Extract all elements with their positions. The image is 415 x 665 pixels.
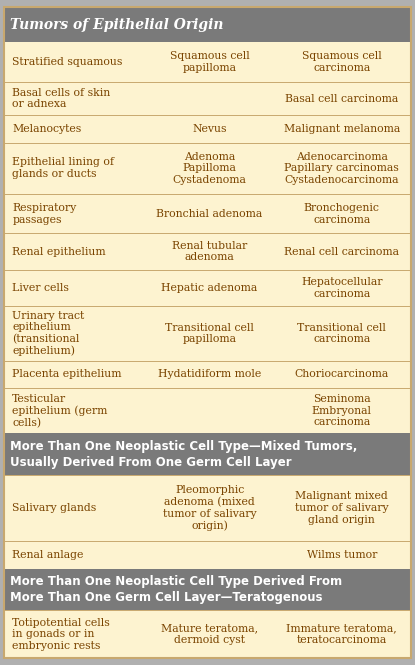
Text: Hydatidiform mole: Hydatidiform mole: [158, 369, 261, 379]
Text: Hepatic adenoma: Hepatic adenoma: [161, 283, 258, 293]
Text: Renal anlage: Renal anlage: [12, 550, 84, 560]
Text: Stratified squamous: Stratified squamous: [12, 57, 123, 67]
Text: More Than One Neoplastic Cell Type—Mixed Tumors,
Usually Derived From One Germ C: More Than One Neoplastic Cell Type—Mixed…: [10, 440, 358, 469]
Text: Pleomorphic
adenoma (mixed
tumor of salivary
origin): Pleomorphic adenoma (mixed tumor of sali…: [163, 485, 256, 531]
Text: Epithelial lining of
glands or ducts: Epithelial lining of glands or ducts: [12, 158, 114, 179]
Text: Renal epithelium: Renal epithelium: [12, 247, 106, 257]
Text: Transitional cell
papilloma: Transitional cell papilloma: [165, 323, 254, 344]
Text: Malignant melanoma: Malignant melanoma: [283, 124, 400, 134]
Text: Wilms tumor: Wilms tumor: [307, 550, 377, 560]
Text: Liver cells: Liver cells: [12, 283, 69, 293]
Text: Salivary glands: Salivary glands: [12, 503, 97, 513]
Text: More Than One Neoplastic Cell Type Derived From
More Than One Germ Cell Layer—Te: More Than One Neoplastic Cell Type Deriv…: [10, 575, 342, 604]
Text: Hepatocellular
carcinoma: Hepatocellular carcinoma: [301, 277, 383, 299]
Text: Melanocytes: Melanocytes: [12, 124, 81, 134]
Text: Adenoma
Papilloma
Cystadenoma: Adenoma Papilloma Cystadenoma: [173, 152, 247, 185]
Text: Seminoma
Embryonal
carcinoma: Seminoma Embryonal carcinoma: [312, 394, 372, 428]
Text: Tumors of Epithelial Origin: Tumors of Epithelial Origin: [10, 17, 224, 31]
Text: Squamous cell
papilloma: Squamous cell papilloma: [170, 51, 249, 73]
Text: Bronchial adenoma: Bronchial adenoma: [156, 209, 263, 219]
Text: Transitional cell
carcinoma: Transitional cell carcinoma: [297, 323, 386, 344]
Text: Totipotential cells
in gonads or in
embryonic rests: Totipotential cells in gonads or in embr…: [12, 618, 110, 651]
Bar: [4, 569, 411, 610]
Text: Basal cell carcinoma: Basal cell carcinoma: [285, 94, 398, 104]
Bar: [4, 7, 411, 43]
Text: Bronchogenic
carcinoma: Bronchogenic carcinoma: [304, 203, 380, 225]
Text: Nevus: Nevus: [192, 124, 227, 134]
Text: Testicular
epithelium (germ
cells): Testicular epithelium (germ cells): [12, 394, 107, 428]
Text: Malignant mixed
tumor of salivary
gland origin: Malignant mixed tumor of salivary gland …: [295, 491, 388, 525]
Text: Squamous cell
carcinoma: Squamous cell carcinoma: [302, 51, 381, 73]
Text: Immature teratoma,
teratocarcinoma: Immature teratoma, teratocarcinoma: [286, 623, 397, 645]
Text: Respiratory
passages: Respiratory passages: [12, 203, 76, 225]
Text: Adenocarcinoma
Papillary carcinomas
Cystadenocarcinoma: Adenocarcinoma Papillary carcinomas Cyst…: [284, 152, 399, 185]
Text: Renal cell carcinoma: Renal cell carcinoma: [284, 247, 399, 257]
Text: Urinary tract
epithelium
(transitional
epithelium): Urinary tract epithelium (transitional e…: [12, 311, 85, 356]
Text: Basal cells of skin
or adnexa: Basal cells of skin or adnexa: [12, 88, 110, 109]
Text: Mature teratoma,
dermoid cyst: Mature teratoma, dermoid cyst: [161, 623, 258, 645]
Bar: [4, 434, 411, 475]
Text: Renal tubular
adenoma: Renal tubular adenoma: [172, 241, 247, 263]
Text: Placenta epithelium: Placenta epithelium: [12, 369, 122, 379]
Text: Choriocarcinoma: Choriocarcinoma: [295, 369, 389, 379]
